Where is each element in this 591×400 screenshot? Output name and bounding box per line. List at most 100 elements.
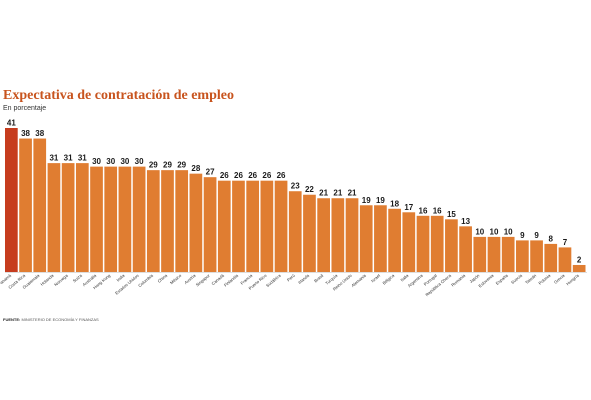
category-label: Hungría bbox=[565, 273, 580, 287]
bar bbox=[246, 180, 260, 272]
category-label: Brasil bbox=[313, 273, 324, 284]
bar bbox=[374, 205, 387, 272]
bar bbox=[487, 236, 501, 272]
bar bbox=[445, 219, 458, 272]
bar-value-label: 21 bbox=[319, 189, 328, 198]
bar bbox=[416, 215, 430, 272]
bar-value-label: 2 bbox=[577, 255, 582, 264]
bar-value-label: 31 bbox=[49, 154, 58, 163]
bar bbox=[104, 166, 118, 272]
category-label: México bbox=[169, 273, 183, 286]
bar bbox=[132, 166, 146, 272]
category-label: Finlandia bbox=[223, 273, 240, 288]
bar bbox=[516, 240, 529, 272]
category-label: India bbox=[115, 273, 126, 283]
bar-value-label: 29 bbox=[149, 161, 158, 170]
bar-value-label: 9 bbox=[534, 231, 539, 240]
bar-value-label: 7 bbox=[563, 238, 568, 247]
category-label: Bélgica bbox=[382, 273, 396, 286]
category-label: Polonia bbox=[537, 273, 551, 286]
bar bbox=[331, 198, 345, 272]
category-label: Grecia bbox=[553, 273, 566, 285]
bar-value-label: 8 bbox=[549, 234, 554, 243]
bar-value-label: 21 bbox=[348, 189, 357, 198]
bar bbox=[274, 180, 288, 272]
bar-value-label: 28 bbox=[191, 164, 200, 173]
bar bbox=[288, 191, 302, 272]
category-label: Irlanda bbox=[297, 273, 311, 285]
category-label: Suecia bbox=[510, 273, 524, 285]
bar bbox=[175, 170, 189, 272]
bar-value-label: 29 bbox=[163, 161, 172, 170]
category-label: Japón bbox=[468, 273, 480, 285]
bar-value-label: 9 bbox=[520, 231, 525, 240]
category-label: República Checa bbox=[424, 273, 452, 298]
bar bbox=[189, 173, 203, 272]
bar-value-label: 18 bbox=[390, 199, 399, 208]
bar bbox=[402, 212, 416, 272]
bar-value-label: 26 bbox=[234, 171, 243, 180]
bar bbox=[501, 236, 515, 272]
bar bbox=[19, 138, 32, 272]
bar-value-label: 16 bbox=[433, 206, 442, 215]
bar-value-label: 30 bbox=[120, 157, 129, 166]
bar-value-label: 10 bbox=[490, 227, 499, 236]
bar-value-label: 10 bbox=[504, 227, 513, 236]
bar bbox=[544, 243, 558, 272]
bar bbox=[5, 128, 18, 272]
bar bbox=[61, 163, 75, 272]
category-label: Alemania bbox=[350, 273, 367, 288]
bar bbox=[161, 170, 174, 272]
bar-value-label: 41 bbox=[7, 119, 16, 128]
category-label: Singapur bbox=[195, 273, 212, 288]
bar-value-label: 30 bbox=[135, 157, 144, 166]
category-label: Sudáfrica bbox=[265, 273, 282, 289]
category-label: Argentina bbox=[407, 273, 424, 289]
bar-value-label: 19 bbox=[362, 196, 371, 205]
bar bbox=[260, 180, 274, 272]
category-label: Colombia bbox=[137, 273, 154, 289]
category-label: Italia bbox=[399, 273, 410, 283]
bar-value-label: 27 bbox=[206, 168, 215, 177]
bar bbox=[33, 138, 47, 272]
category-label: Eslovenia bbox=[477, 273, 495, 289]
bar bbox=[572, 264, 586, 272]
bar bbox=[459, 226, 472, 272]
bar bbox=[118, 166, 132, 272]
bars-group bbox=[5, 128, 586, 272]
bar-value-label: 29 bbox=[177, 161, 186, 170]
bar bbox=[75, 163, 89, 272]
category-label: Perú bbox=[286, 273, 297, 283]
bar-value-label: 15 bbox=[447, 210, 456, 219]
category-label: Noruega bbox=[53, 273, 69, 288]
bar-value-label: 13 bbox=[461, 217, 470, 226]
bar bbox=[146, 170, 160, 272]
bar bbox=[232, 180, 245, 272]
bar bbox=[317, 198, 330, 272]
chart-subtitle: En porcentaje bbox=[3, 105, 47, 112]
category-label: Suiza bbox=[72, 273, 84, 284]
bar-value-label: 30 bbox=[92, 157, 101, 166]
bar-value-label: 26 bbox=[220, 171, 229, 180]
bar bbox=[430, 215, 444, 272]
bar-value-label: 10 bbox=[475, 227, 484, 236]
bar-value-label: 17 bbox=[404, 203, 413, 212]
source-label: FUENTE: bbox=[3, 317, 21, 322]
chart-title: Expectativa de contratación de empleo bbox=[3, 88, 234, 103]
bar-value-label: 22 bbox=[305, 185, 314, 194]
bar-value-label: 30 bbox=[106, 157, 115, 166]
bar-value-label: 38 bbox=[21, 129, 30, 138]
bar bbox=[558, 247, 572, 272]
bar-value-label: 26 bbox=[277, 171, 286, 180]
bar bbox=[345, 198, 359, 272]
bar-value-label: 16 bbox=[419, 206, 428, 215]
bar bbox=[359, 205, 373, 272]
bar bbox=[90, 166, 103, 272]
category-label: China bbox=[157, 273, 169, 284]
bar-value-label: 31 bbox=[78, 154, 87, 163]
bar-value-label: 19 bbox=[376, 196, 385, 205]
chart-source: FUENTE: MINISTERIO DE ECONOMÍA Y FINANZA… bbox=[3, 317, 99, 322]
